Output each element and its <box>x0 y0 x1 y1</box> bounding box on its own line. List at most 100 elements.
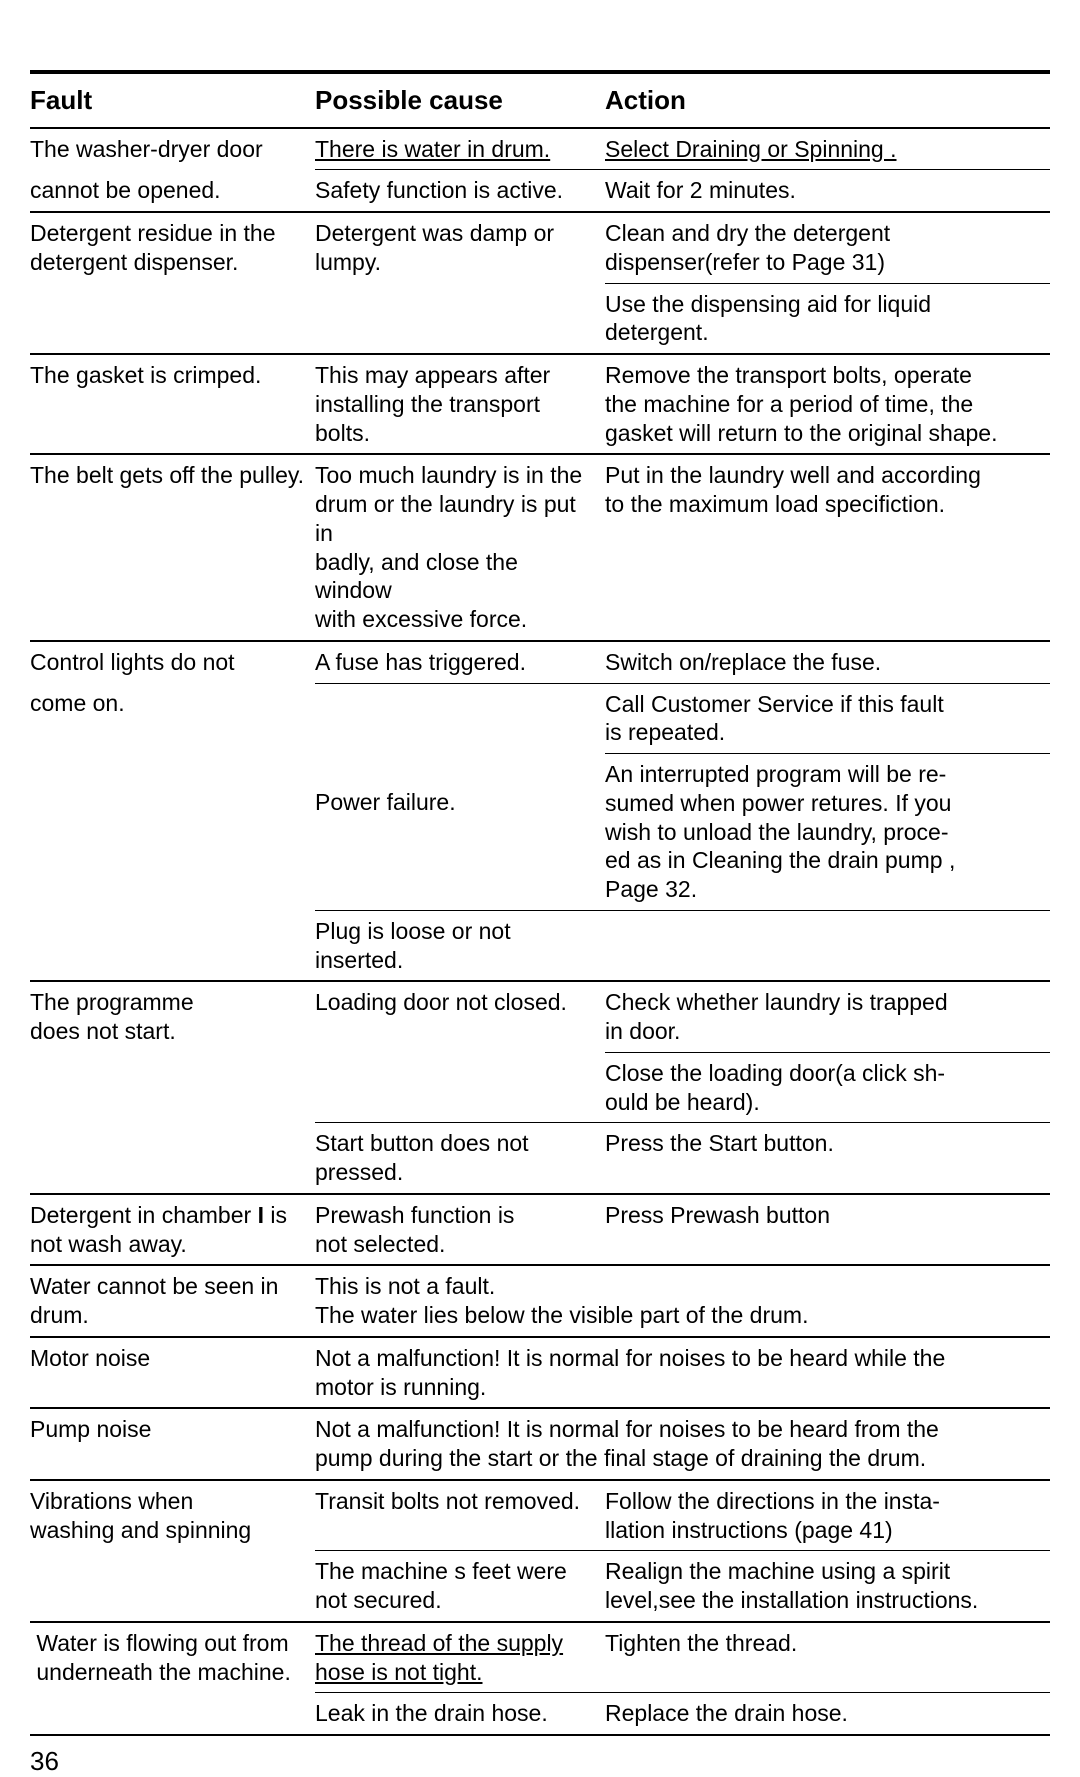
text: Detergent in chamber I is <box>30 1202 287 1228</box>
text: does not start. <box>30 1018 176 1044</box>
text: pressed. <box>315 1159 403 1185</box>
text: Too much laundry is in the <box>315 462 582 488</box>
fault-cell <box>30 1052 315 1123</box>
cause-cell: Not a malfunction! It is normal for nois… <box>315 1337 1050 1409</box>
text: Page 32. <box>605 876 697 902</box>
text: Water cannot be seen in <box>30 1273 278 1299</box>
text: badly, and close the window <box>315 549 518 604</box>
cause-cell: Power failure. <box>315 754 605 911</box>
text: An interrupted program will be re- <box>605 761 946 787</box>
fault-cell: The washer-dryer door <box>30 128 315 170</box>
text: installing the transport bolts. <box>315 391 540 446</box>
text: Detergent was damp or <box>315 220 554 246</box>
text: not wash away. <box>30 1231 187 1257</box>
text: detergent dispenser. <box>30 249 238 275</box>
fault-cell: come on. <box>30 683 315 754</box>
action-cell: Replace the drain hose. <box>605 1693 1050 1735</box>
cause-cell: Loading door not closed. <box>315 981 605 1052</box>
text: is repeated. <box>605 719 725 745</box>
action-cell: Switch on/replace the fuse. <box>605 641 1050 683</box>
fault-cell: cannot be opened. <box>30 170 315 212</box>
fault-cell <box>30 1551 315 1622</box>
cause-cell: Leak in the drain hose. <box>315 1693 605 1735</box>
cause-cell: Safety function is active. <box>315 170 605 212</box>
fault-cell: Water is flowing out from underneath the… <box>30 1622 315 1693</box>
action-cell: Select Draining or Spinning . <box>605 128 1050 170</box>
text: not secured. <box>315 1587 442 1613</box>
text: pump during the start or the final stage… <box>315 1445 926 1471</box>
text: gasket will return to the original shape… <box>605 420 998 446</box>
fault-cell: Detergent residue in the detergent dispe… <box>30 212 315 283</box>
text: Realign the machine using a spirit <box>605 1558 950 1584</box>
text: Not a malfunction! It is normal for nois… <box>315 1345 945 1371</box>
text: Power failure. <box>315 789 456 815</box>
cause-cell: A fuse has triggered. <box>315 641 605 683</box>
action-cell: Press Prewash button <box>605 1194 1050 1266</box>
cause-cell: This is not a fault. The water lies belo… <box>315 1265 1050 1337</box>
action-cell: An interrupted program will be re- sumed… <box>605 754 1050 911</box>
text: Vibrations when <box>30 1488 193 1514</box>
action-cell: Realign the machine using a spirit level… <box>605 1551 1050 1622</box>
text: This may appears after <box>315 362 550 388</box>
text: Prewash function is <box>315 1202 514 1228</box>
text: hose is not tight. <box>315 1659 483 1685</box>
text: drum or the laundry is put in <box>315 491 576 546</box>
fault-cell: The gasket is crimped. <box>30 354 315 454</box>
text: with excessive force. <box>315 606 527 632</box>
cause-cell: The thread of the supply hose is not tig… <box>315 1622 605 1693</box>
fault-cell: Control lights do not <box>30 641 315 683</box>
cause-cell: Start button does not pressed. <box>315 1123 605 1194</box>
action-cell: Tighten the thread. <box>605 1622 1050 1693</box>
text: the machine for a period of time, the <box>605 391 973 417</box>
fault-cell: The belt gets off the pulley. <box>30 454 315 641</box>
fault-cell <box>30 283 315 354</box>
text: Put in the laundry well and according <box>605 462 981 488</box>
action-cell: Press the Start button. <box>605 1123 1050 1194</box>
action-cell: Put in the laundry well and according to… <box>605 454 1050 641</box>
text: The water lies below the visible part of… <box>315 1302 808 1328</box>
action-cell: Follow the directions in the insta- llat… <box>605 1480 1050 1551</box>
cause-cell: The machine s feet were not secured. <box>315 1551 605 1622</box>
cause-cell: Not a malfunction! It is normal for nois… <box>315 1408 1050 1480</box>
text: llation instructions (page 41) <box>605 1517 893 1543</box>
fault-cell <box>30 754 315 911</box>
text: Water is flowing out from <box>36 1630 288 1656</box>
fault-cell: Motor noise <box>30 1337 315 1409</box>
text: Start button does not <box>315 1130 529 1156</box>
text: detergent. <box>605 319 709 345</box>
fault-cell: Detergent in chamber I is not wash away. <box>30 1194 315 1266</box>
text: Clean and dry the detergent <box>605 220 890 246</box>
text: dispenser(refer to Page 31) <box>605 249 885 275</box>
action-cell <box>605 910 1050 981</box>
cause-cell: There is water in drum. <box>315 128 605 170</box>
text: wish to unload the laundry, proce- <box>605 819 949 845</box>
cause-cell <box>315 1052 605 1123</box>
text: Close the loading door(a click sh- <box>605 1060 945 1086</box>
action-cell: Close the loading door(a click sh- ould … <box>605 1052 1050 1123</box>
fault-cell <box>30 910 315 981</box>
header-cause: Possible cause <box>315 72 605 128</box>
action-cell: Call Customer Service if this fault is r… <box>605 683 1050 754</box>
cause-cell: This may appears after installing the tr… <box>315 354 605 454</box>
text: Not a malfunction! It is normal for nois… <box>315 1416 939 1442</box>
action-cell: Clean and dry the detergent dispenser(re… <box>605 212 1050 283</box>
text: motor is running. <box>315 1374 486 1400</box>
text: not selected. <box>315 1231 445 1257</box>
fault-cell: Water cannot be seen in drum. <box>30 1265 315 1337</box>
cause-cell: Prewash function is not selected. <box>315 1194 605 1266</box>
cause-cell <box>315 683 605 754</box>
cause-cell <box>315 283 605 354</box>
text: Check whether laundry is trapped <box>605 989 948 1015</box>
text: to the maximum load specifiction. <box>605 491 945 517</box>
header-action: Action <box>605 72 1050 128</box>
header-fault: Fault <box>30 72 315 128</box>
action-cell: Remove the transport bolts, operate the … <box>605 354 1050 454</box>
text: Follow the directions in the insta- <box>605 1488 940 1514</box>
text: This is not a fault. <box>315 1273 495 1299</box>
cause-cell: Too much laundry is in the drum or the l… <box>315 454 605 641</box>
cause-cell: Detergent was damp or lumpy. <box>315 212 605 283</box>
fault-cell <box>30 1123 315 1194</box>
fault-cell <box>30 1693 315 1735</box>
text: underneath the machine. <box>36 1659 290 1685</box>
text: lumpy. <box>315 249 381 275</box>
